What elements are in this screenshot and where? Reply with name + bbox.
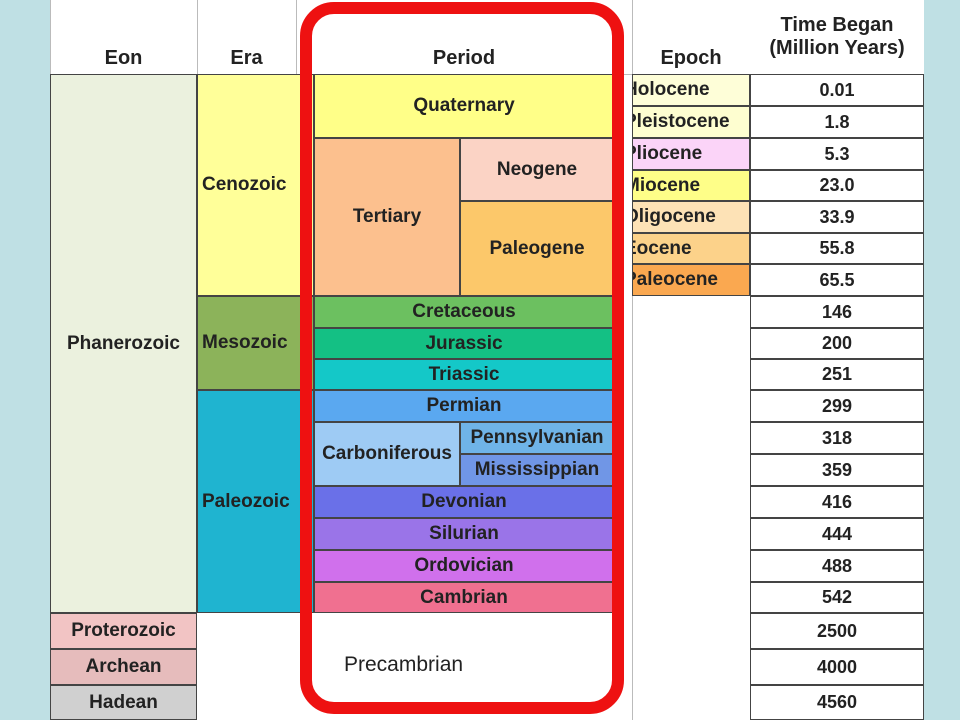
eon-phanerozoic: Phanerozoic	[50, 74, 197, 613]
time-value: 146	[750, 296, 924, 328]
epoch-holocene: Holocene	[632, 74, 750, 106]
epoch-pleistocene: Pleistocene	[632, 106, 750, 138]
period-paleogene: Paleogene	[460, 201, 614, 296]
period-permian: Permian	[314, 390, 614, 422]
era-empty	[197, 613, 314, 720]
time-value: 542	[750, 582, 924, 613]
period-silurian: Silurian	[314, 518, 614, 550]
epoch-paleocene-label: Paleocene	[632, 269, 718, 290]
epoch-miocene-label: Miocene	[633, 174, 701, 196]
time-value: 4560	[750, 685, 924, 720]
time-value: 33.9	[750, 201, 924, 233]
period-neogene: Neogene	[460, 138, 614, 201]
time-value: 2500	[750, 613, 924, 649]
time-value: 5.3	[750, 138, 924, 170]
time-value: 65.5	[750, 264, 924, 296]
time-value: 200	[750, 328, 924, 359]
epoch-oligocene-label: Oligocene	[632, 206, 716, 227]
period-header: Period	[432, 47, 496, 69]
period-precambrian: Precambrian	[314, 613, 614, 720]
era-paleozoic: Paleozoic	[197, 390, 314, 613]
time-value: 1.8	[750, 106, 924, 138]
epoch-pliocene: Pliocene	[632, 138, 750, 170]
eon-proterozoic: Proterozoic	[50, 613, 197, 649]
time-header-line1: Time Began	[780, 14, 894, 36]
epoch-header: Epoch	[660, 47, 722, 69]
epoch-eocene-label: Eocene	[633, 237, 692, 259]
period-cretaceous: Cretaceous	[314, 296, 614, 328]
period-pennsylvanian: Pennsylvanian	[460, 422, 614, 454]
period-jurassic: Jurassic	[314, 328, 614, 359]
eon-archean: Archean	[50, 649, 197, 685]
time-value: 416	[750, 486, 924, 518]
epoch-miocene: Miocene	[632, 170, 750, 201]
geologic-time-table: Eon Era Period Epoch Time Began (Million…	[50, 0, 924, 720]
time-value: 318	[750, 422, 924, 454]
epoch-pliocene-label: Pliocene	[633, 143, 703, 164]
period-cambrian: Cambrian	[314, 582, 614, 613]
eon-header: Eon	[104, 47, 143, 69]
epoch-paleocene: Paleocene	[632, 264, 750, 296]
era-mesozoic: Mesozoic	[197, 296, 314, 390]
time-value: 55.8	[750, 233, 924, 264]
epoch-oligocene: Oligocene	[632, 201, 750, 233]
time-header-line2: (Million Years)	[769, 37, 905, 59]
era-cenozoic: Cenozoic	[197, 74, 314, 296]
time-value: 251	[750, 359, 924, 390]
period-carboniferous: Carboniferous	[314, 422, 460, 486]
time-header: Time Began (Million Years)	[750, 0, 924, 74]
time-value: 299	[750, 390, 924, 422]
period-ordovician: Ordovician	[314, 550, 614, 582]
eon-hadean: Hadean	[50, 685, 197, 720]
time-value: 0.01	[750, 74, 924, 106]
period-tertiary: Tertiary	[314, 138, 460, 296]
epoch-pleistocene-label: Pleistocene	[632, 111, 730, 132]
epoch-eocene: Eocene	[632, 233, 750, 264]
time-value: 23.0	[750, 170, 924, 201]
time-value: 4000	[750, 649, 924, 685]
period-triassic: Triassic	[314, 359, 614, 390]
time-value: 359	[750, 454, 924, 486]
period-mississippian: Mississippian	[460, 454, 614, 486]
period-devonian: Devonian	[314, 486, 614, 518]
time-value: 444	[750, 518, 924, 550]
epoch-holocene-label: Holocene	[632, 79, 710, 100]
period-quaternary: Quaternary	[314, 74, 614, 138]
time-value: 488	[750, 550, 924, 582]
era-header: Era	[230, 47, 263, 69]
